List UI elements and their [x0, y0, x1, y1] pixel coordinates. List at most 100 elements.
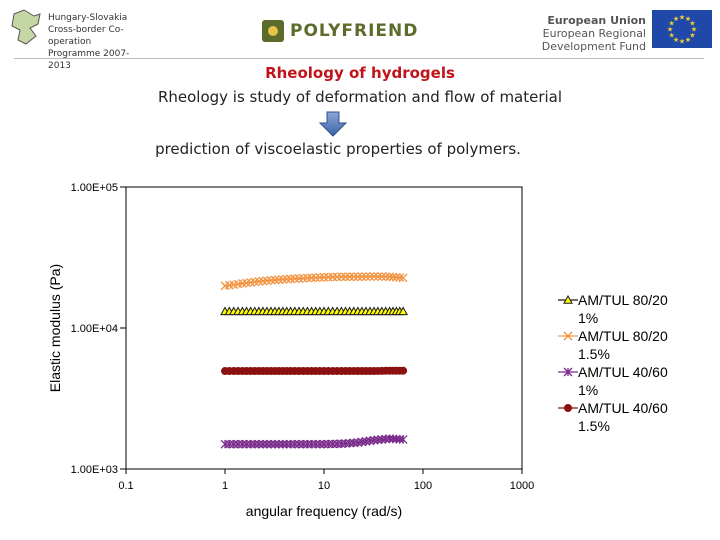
eu-star-icon: ★ [668, 20, 674, 28]
data-point [311, 439, 321, 449]
data-point [233, 439, 243, 449]
header: Hungary-Slovakia Cross-border Co-operati… [0, 0, 720, 71]
eu-star-icon: ★ [667, 26, 673, 34]
data-point [345, 272, 355, 282]
data-point [373, 272, 383, 281]
data-point [398, 306, 408, 316]
data-point [274, 439, 284, 449]
data-point [224, 439, 234, 449]
data-point [353, 272, 363, 282]
eu-star-icon: ★ [691, 26, 697, 34]
legend-marker [558, 404, 578, 412]
x-tick-label: 1000 [510, 480, 534, 492]
map-outline-icon [11, 9, 41, 45]
x-tick-label: 100 [414, 480, 432, 492]
polyfriend-logo-text: POLYFRIEND [290, 21, 419, 41]
data-point [282, 274, 292, 284]
legend-item: AM/TUL 80/20 1% [558, 291, 708, 327]
data-point [290, 439, 300, 449]
data-point [254, 276, 264, 286]
data-point [302, 439, 312, 449]
data-point [357, 272, 367, 282]
legend-item: AM/TUL 80/20 1.5% [558, 327, 708, 363]
hu-sk-programme-logo: Hungary-Slovakia Cross-border Co-operati… [10, 6, 150, 71]
data-point [307, 273, 317, 283]
legend-label: AM/TUL 80/20 1% [578, 292, 668, 326]
eu-star-icon: ★ [668, 32, 674, 40]
data-point [282, 439, 292, 449]
data-point [361, 272, 371, 282]
legend-label: AM/TUL 40/60 1% [578, 364, 668, 398]
y-tick-label: 1.00E+03 [71, 464, 118, 476]
data-point [294, 439, 304, 449]
eu-logo-text: European Union European Regional Develop… [466, 14, 646, 53]
data-point [298, 439, 308, 449]
data-point [336, 272, 346, 282]
programme-logo-text: Hungary-Slovakia Cross-border Co-operati… [48, 13, 130, 71]
data-point [365, 272, 375, 281]
data-point [254, 439, 264, 449]
legend-marker [558, 367, 578, 377]
legend-item: AM/TUL 40/60 1% [558, 363, 708, 399]
x-tick-label: 10 [318, 480, 330, 492]
legend-symbol [563, 331, 573, 341]
eu-star-icon: ★ [679, 14, 685, 22]
data-point [270, 275, 280, 285]
data-point [220, 439, 230, 449]
data-point [307, 439, 317, 449]
slide-conclusion: prediction of viscoelastic properties of… [155, 140, 521, 158]
legend-marker [558, 294, 578, 304]
data-point [349, 272, 359, 282]
data-point [266, 275, 276, 285]
data-point [286, 439, 296, 449]
eu-star-icon: ★ [673, 15, 679, 23]
eu-star-icon: ★ [679, 38, 685, 46]
y-tick-label: 1.00E+05 [71, 182, 118, 194]
data-point [229, 439, 239, 449]
data-point [315, 273, 325, 282]
data-point [398, 434, 408, 444]
down-arrow-icon [318, 111, 348, 137]
eu-flag-icon: ★ ★★★★★★★★★★★ [652, 10, 712, 48]
legend-label: AM/TUL 80/20 1.5% [578, 328, 668, 362]
data-point [286, 274, 296, 284]
data-point [237, 439, 247, 449]
rheology-chart: 1.00E+03 1.00E+04 1.00E+05 0.1 1 10 100 1000 ang… [47, 182, 534, 519]
data-point [274, 275, 284, 285]
header-divider [14, 58, 704, 59]
data-point [298, 273, 308, 283]
x-tick-label: 0.1 [118, 480, 133, 492]
eu-star-icon: ★ [689, 32, 695, 40]
data-point [398, 273, 408, 283]
data-point [395, 273, 405, 282]
data-point [262, 439, 272, 449]
chart-legend: AM/TUL 80/20 1% AM/TUL 80/20 1.5% AM/TUL 4… [558, 291, 708, 435]
data-point [381, 272, 391, 282]
legend-label: AM/TUL 40/60 1.5% [578, 400, 668, 434]
eu-star-icon: ★ [685, 36, 691, 44]
data-point [315, 439, 325, 449]
y-axis-label: Elastic modulus (Pa) [47, 264, 63, 392]
legend-marker [558, 331, 578, 341]
data-point [278, 439, 288, 449]
eu-star-icon: ★ [689, 20, 695, 28]
data-point [290, 274, 300, 284]
data-point [377, 272, 387, 282]
data-point [311, 273, 321, 283]
slide-subtitle: Rheology is study of deformation and flo… [157, 88, 563, 106]
data-point [341, 272, 351, 282]
legend-symbol [564, 404, 572, 412]
legend-symbol [563, 294, 573, 304]
data-point [262, 276, 272, 286]
legend-symbol [563, 367, 573, 377]
data-point [246, 439, 256, 449]
data-point [369, 272, 379, 281]
data-point [250, 439, 260, 449]
eu-line1: European Union [547, 14, 646, 27]
data-point [242, 439, 252, 449]
data-point [258, 439, 268, 449]
x-axis-label: angular frequency (rad/s) [246, 503, 402, 519]
eu-star-icon: ★ [685, 15, 691, 23]
eu-line2: European Regional Development Fund [541, 27, 646, 53]
data-point [399, 366, 408, 375]
